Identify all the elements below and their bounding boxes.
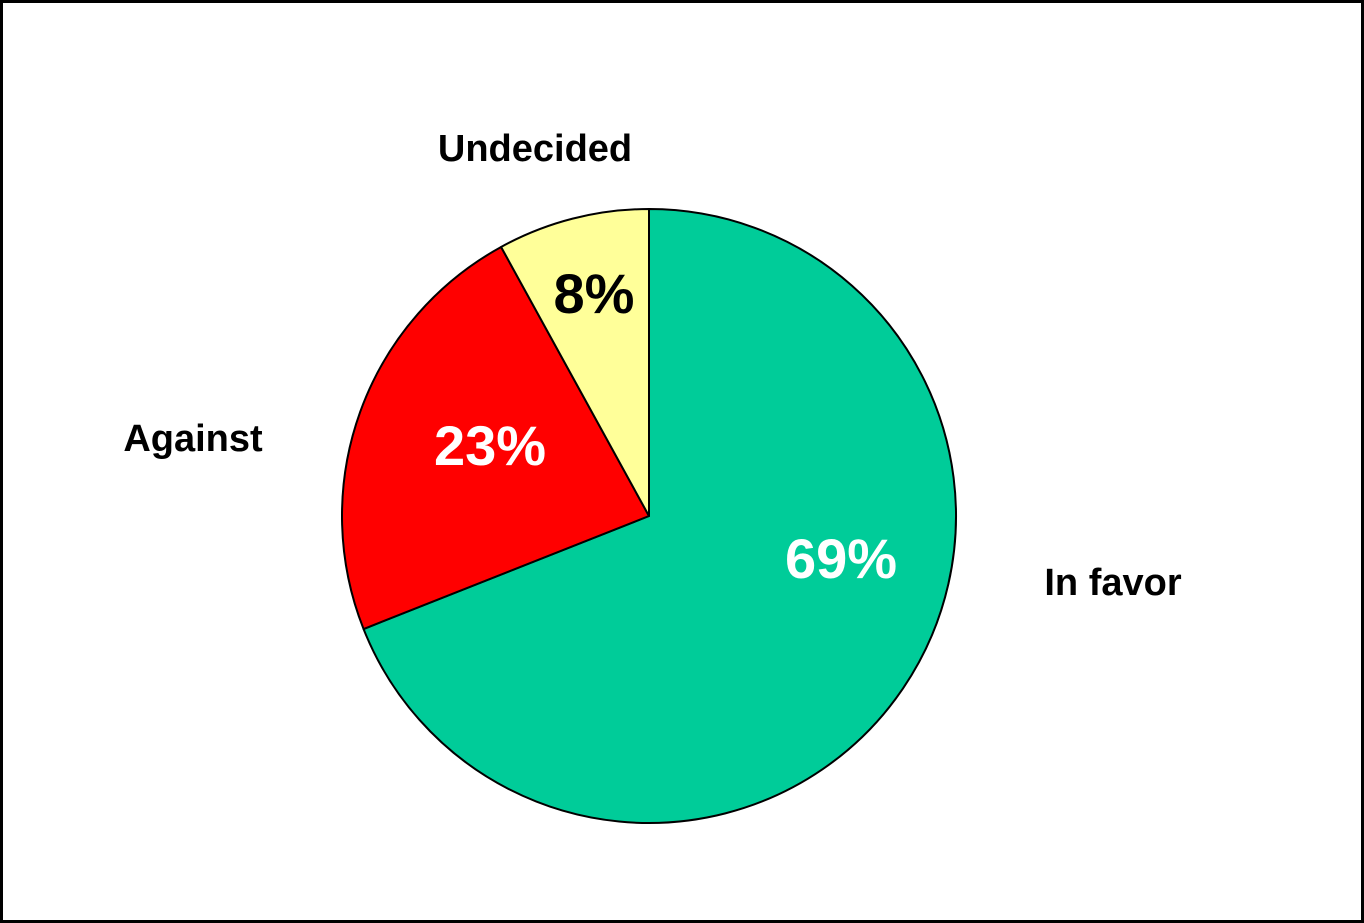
value-label-in-favor: 69%: [785, 527, 897, 590]
category-label-against: Against: [123, 418, 263, 460]
value-label-against: 23%: [434, 414, 546, 477]
pie-chart: In favor 69% Against 23% Undecided 8%: [123, 128, 1182, 824]
category-label-undecided: Undecided: [438, 128, 632, 170]
pie-slice-against: [341, 245, 650, 631]
pie-labels: In favor 69% Against 23% Undecided 8%: [123, 128, 1182, 604]
pie-slice-undecided: [500, 208, 650, 517]
pie-slice-in-favor: [362, 208, 957, 824]
category-label-in-favor: In favor: [1044, 562, 1181, 604]
value-label-undecided: 8%: [554, 262, 635, 325]
pie-slices: [341, 208, 957, 824]
